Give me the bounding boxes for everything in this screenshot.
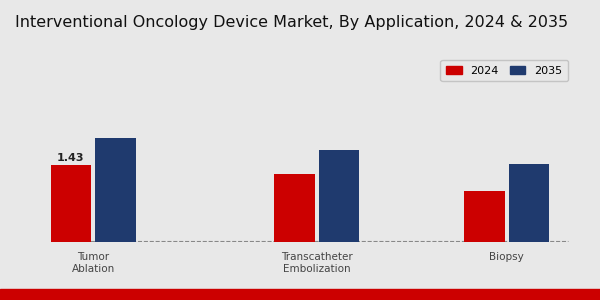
Bar xyxy=(274,173,314,242)
Bar xyxy=(464,191,505,242)
Bar xyxy=(51,165,91,242)
Legend: 2024, 2035: 2024, 2035 xyxy=(440,60,568,81)
Bar xyxy=(95,137,136,242)
Bar xyxy=(319,150,359,242)
Bar xyxy=(509,164,549,242)
Text: 1.43: 1.43 xyxy=(57,153,85,163)
Text: Interventional Oncology Device Market, By Application, 2024 & 2035: Interventional Oncology Device Market, B… xyxy=(15,15,568,30)
